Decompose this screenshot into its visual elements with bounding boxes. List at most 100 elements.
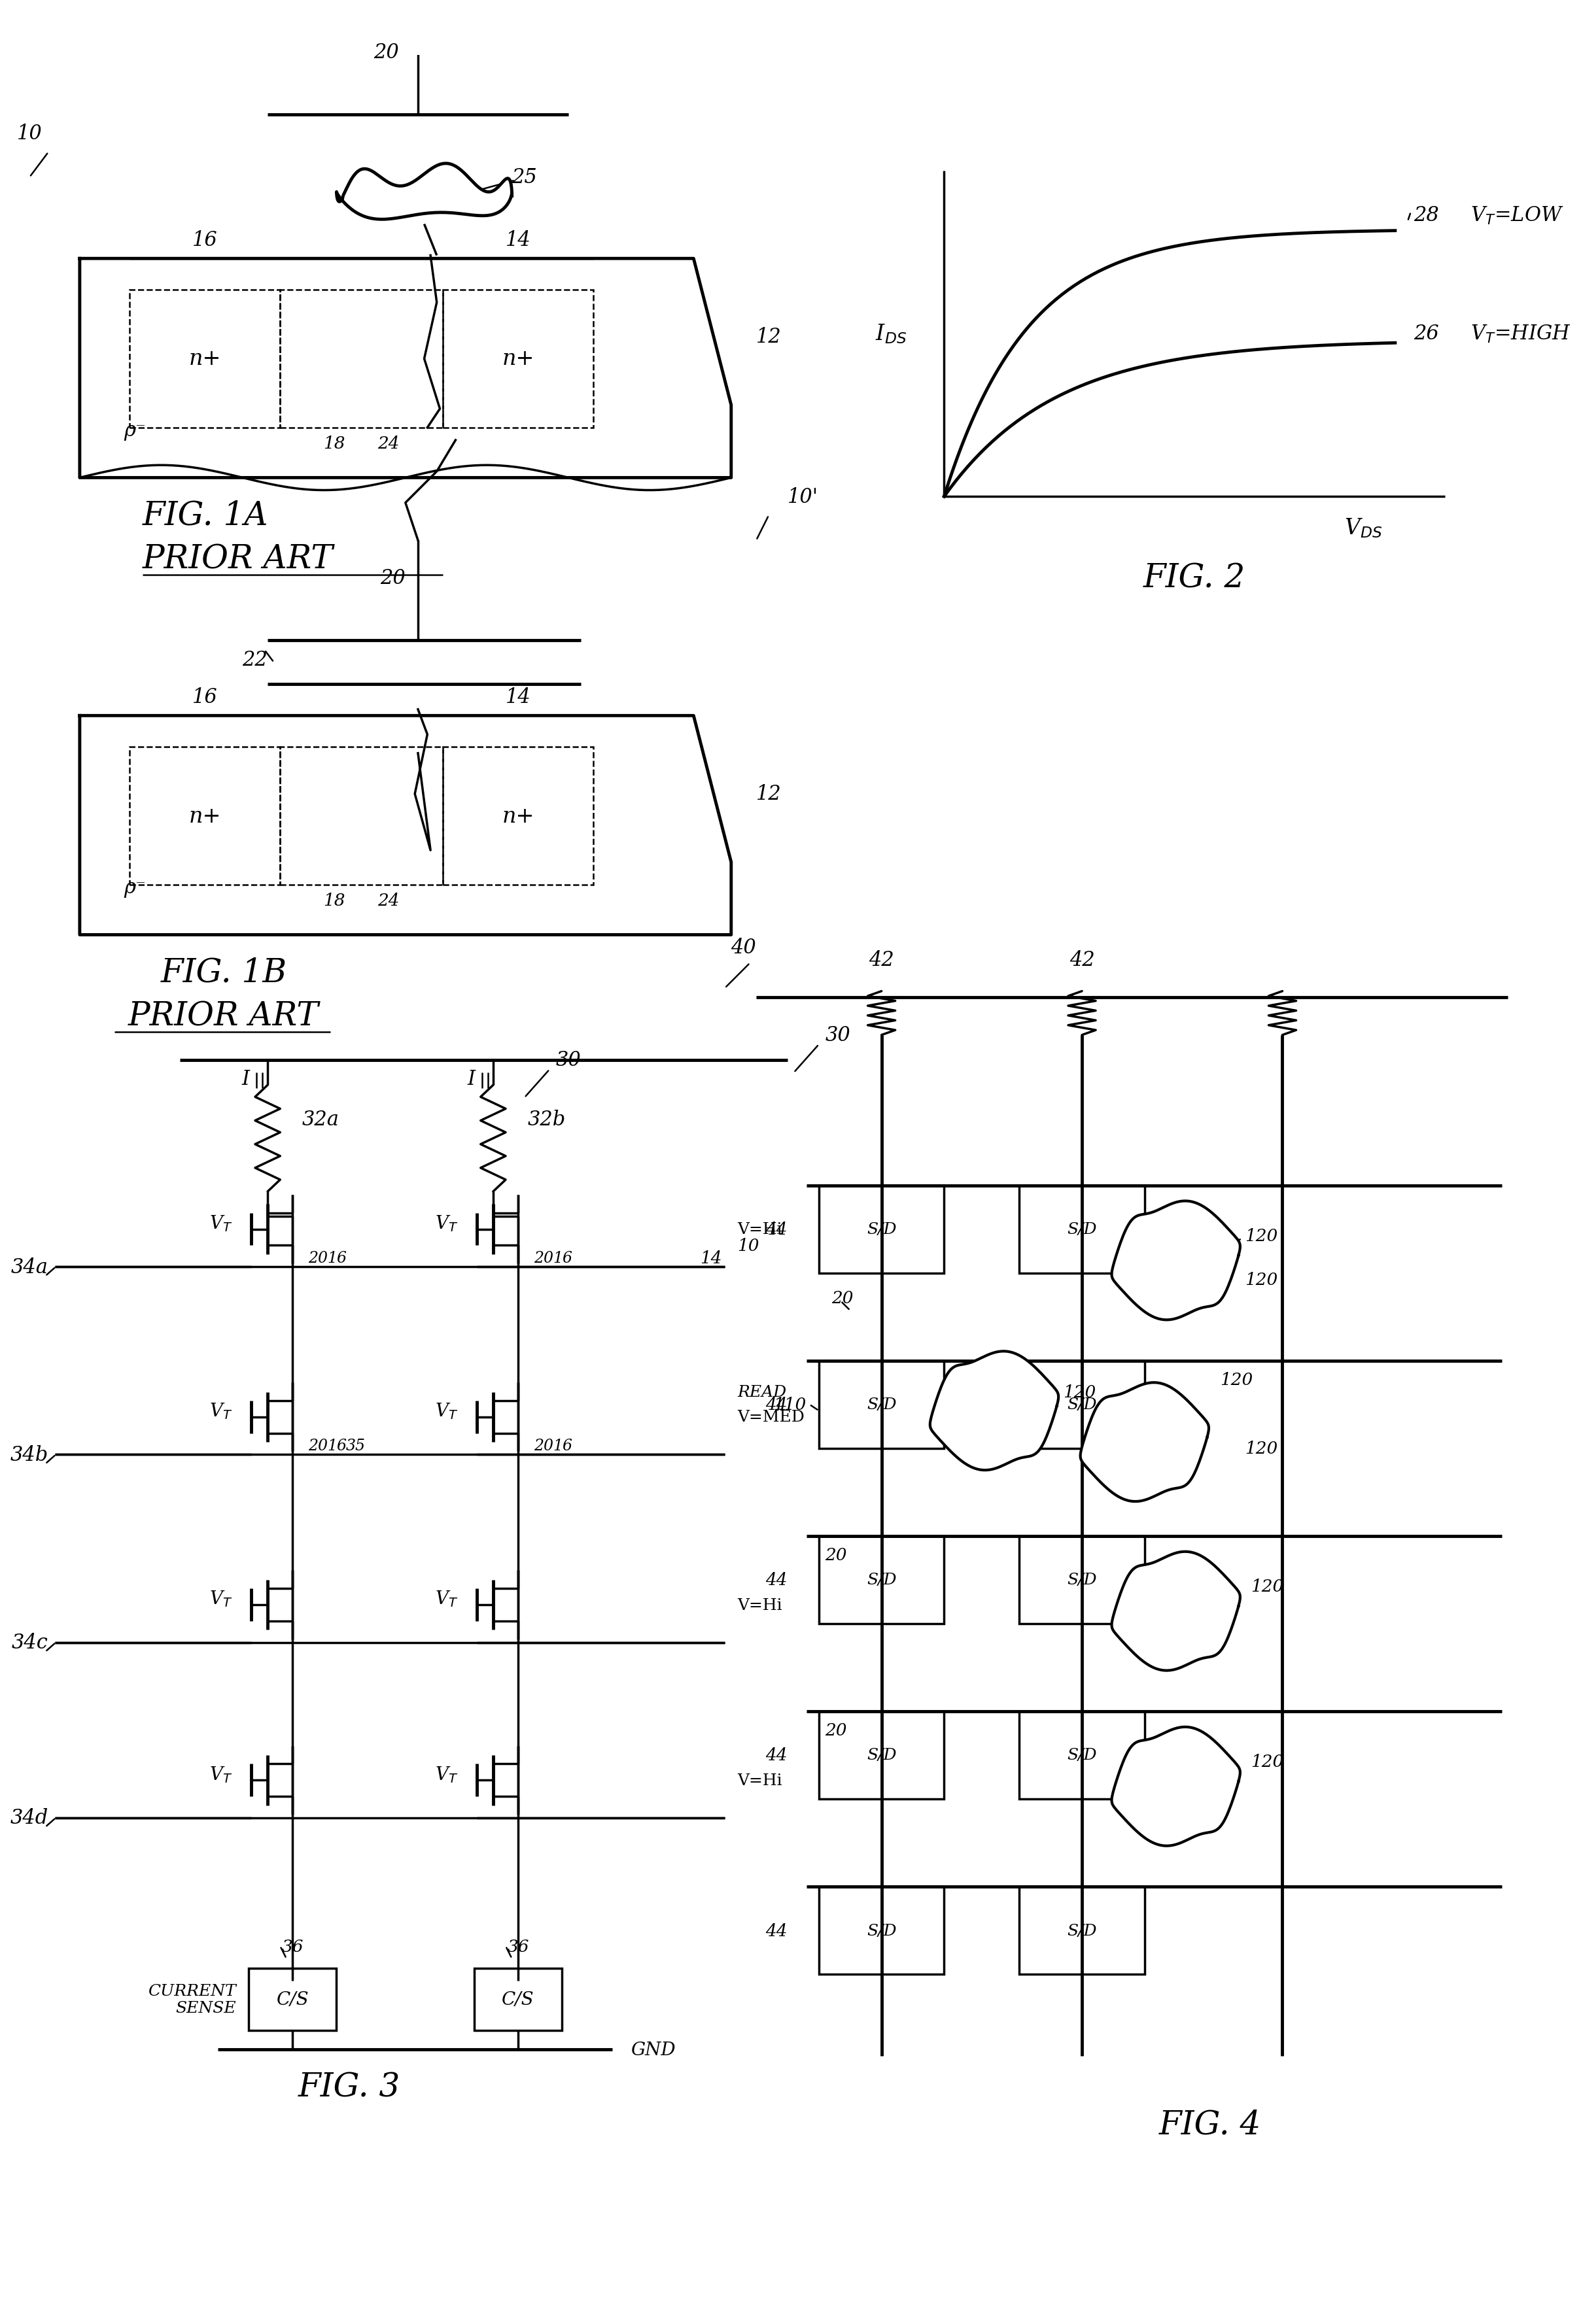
Bar: [130, 290, 280, 428]
Text: FIG. 1A: FIG. 1A: [142, 500, 269, 532]
Bar: [248, 1968, 337, 2031]
Text: S/D: S/D: [1067, 1748, 1097, 1762]
Polygon shape: [337, 165, 512, 221]
Text: I: I: [242, 1069, 250, 1090]
Text: 32b: 32b: [528, 1109, 566, 1129]
Text: 44: 44: [765, 1748, 787, 1764]
Text: V$_{DS}$: V$_{DS}$: [1344, 516, 1383, 539]
Text: 30: 30: [825, 1025, 851, 1046]
Text: FIG. 1B: FIG. 1B: [161, 957, 286, 988]
Text: 20: 20: [379, 567, 405, 588]
Text: 16: 16: [193, 230, 218, 251]
Text: GND: GND: [631, 2040, 675, 2059]
Bar: [443, 290, 593, 428]
Bar: [1020, 1362, 1145, 1448]
Text: 10: 10: [17, 123, 43, 144]
Text: I: I: [468, 1069, 476, 1090]
Bar: [819, 1887, 944, 1975]
Text: 26: 26: [1413, 323, 1439, 344]
Text: 120: 120: [1244, 1441, 1277, 1457]
Text: 18: 18: [323, 892, 345, 909]
Text: 16: 16: [553, 1439, 572, 1452]
Text: n+: n+: [188, 806, 221, 827]
Text: 30: 30: [555, 1050, 580, 1071]
Polygon shape: [79, 716, 730, 934]
Text: 36: 36: [508, 1938, 530, 1954]
Text: 16: 16: [193, 688, 218, 706]
Text: V=Hi: V=Hi: [737, 1222, 783, 1236]
Text: 10': 10': [787, 486, 819, 507]
Text: S/D: S/D: [866, 1222, 896, 1236]
Polygon shape: [1111, 1552, 1240, 1671]
Polygon shape: [930, 1353, 1058, 1471]
Text: 34d: 34d: [11, 1808, 49, 1829]
Text: S/D: S/D: [1067, 1397, 1097, 1413]
Text: 35: 35: [346, 1439, 365, 1452]
Text: 25: 25: [512, 167, 538, 188]
Text: V$_T$=LOW: V$_T$=LOW: [1470, 205, 1564, 225]
Text: I$_{DS}$: I$_{DS}$: [876, 323, 906, 346]
Text: 12: 12: [756, 328, 781, 346]
Text: S/D: S/D: [1067, 1922, 1097, 1938]
Text: 24: 24: [378, 892, 400, 909]
Text: 22: 22: [242, 648, 267, 669]
Text: V=Hi: V=Hi: [737, 1773, 783, 1787]
Text: 20: 20: [832, 1290, 854, 1306]
Text: 34b: 34b: [11, 1446, 49, 1464]
Text: 36: 36: [281, 1938, 304, 1954]
Text: V$_T$: V$_T$: [209, 1213, 232, 1232]
Text: V=MED: V=MED: [737, 1411, 805, 1425]
Text: 24: 24: [378, 435, 400, 451]
Bar: [1020, 1710, 1145, 1799]
Text: 42: 42: [870, 951, 895, 971]
Text: S/D: S/D: [866, 1397, 896, 1413]
Polygon shape: [1111, 1202, 1240, 1320]
Text: 120: 120: [1244, 1271, 1277, 1287]
Text: 110: 110: [957, 1385, 990, 1401]
Text: FIG. 3: FIG. 3: [297, 2071, 400, 2103]
Text: 32a: 32a: [302, 1109, 340, 1129]
Text: FIG. 2: FIG. 2: [1143, 562, 1246, 595]
Text: 44: 44: [765, 1220, 787, 1239]
Text: n+: n+: [503, 349, 534, 370]
Text: 120: 120: [1251, 1578, 1284, 1594]
Text: 120: 120: [1251, 1752, 1284, 1769]
Text: READ: READ: [737, 1385, 787, 1399]
Text: 40: 40: [730, 937, 756, 957]
Text: n+: n+: [188, 349, 221, 370]
Bar: [819, 1536, 944, 1624]
Text: 120: 120: [1062, 1385, 1096, 1401]
Text: 44: 44: [765, 1571, 787, 1587]
Text: 14: 14: [700, 1250, 723, 1267]
Text: V$_T$: V$_T$: [209, 1590, 232, 1608]
Text: 42: 42: [1069, 951, 1094, 971]
Polygon shape: [79, 258, 730, 479]
Text: n+: n+: [503, 806, 534, 827]
Bar: [474, 1968, 561, 2031]
Text: 20: 20: [534, 1439, 553, 1452]
Text: 44: 44: [765, 1922, 787, 1938]
Text: S/D: S/D: [1067, 1573, 1097, 1587]
Text: 20: 20: [308, 1250, 327, 1267]
Text: V=Hi: V=Hi: [737, 1597, 783, 1613]
Text: C/S: C/S: [501, 1992, 534, 2008]
Text: 20: 20: [308, 1439, 327, 1452]
Text: CURRENT
SENSE: CURRENT SENSE: [149, 1982, 236, 2015]
Text: V$_T$: V$_T$: [435, 1764, 458, 1785]
Bar: [130, 748, 280, 885]
Bar: [1020, 1185, 1145, 1274]
Text: 14: 14: [506, 230, 531, 251]
Text: 16: 16: [327, 1439, 346, 1452]
Text: 20: 20: [825, 1722, 847, 1738]
Text: V$_T$: V$_T$: [209, 1401, 232, 1420]
Text: 10: 10: [737, 1236, 759, 1255]
Text: 120: 120: [1221, 1371, 1252, 1387]
Text: 120: 120: [1244, 1227, 1277, 1243]
Bar: [819, 1710, 944, 1799]
Text: 18: 18: [323, 435, 345, 451]
Bar: [1020, 1536, 1145, 1624]
Polygon shape: [1080, 1383, 1209, 1501]
Text: PRIOR ART: PRIOR ART: [128, 999, 319, 1032]
Text: 12: 12: [756, 783, 781, 804]
Bar: [443, 748, 593, 885]
